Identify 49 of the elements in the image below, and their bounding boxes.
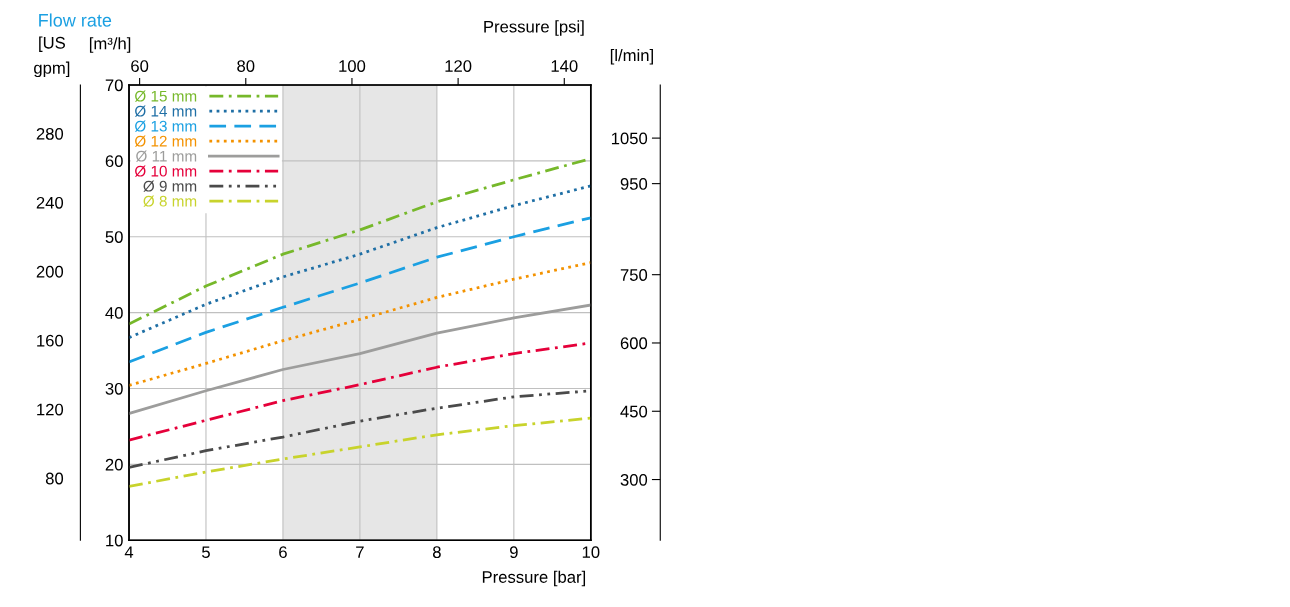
chart-title: Flow rate <box>39 13 112 27</box>
y-tick-label: 70 <box>105 79 123 92</box>
legend-label: Ø 12 mm <box>134 135 197 147</box>
x-axis-title: Pressure [bar] <box>482 570 586 587</box>
y2-tick-label: 160 <box>37 334 64 347</box>
y-tick-label: 40 <box>105 307 123 319</box>
y2-tick-label: 120 <box>37 403 64 416</box>
legend-label: Ø 9 mm <box>143 180 197 192</box>
line-series <box>129 261 591 387</box>
y3-tick-label: 600 <box>620 337 648 350</box>
y3-axis-title: [l/min] <box>610 48 653 65</box>
x-tick-label: 10 <box>582 546 600 559</box>
legend-label: Ø 13 mm <box>134 120 197 132</box>
line-series <box>129 216 591 364</box>
x2-tick-label: 60 <box>131 60 149 72</box>
y3-tick-label: 300 <box>620 473 648 486</box>
line-series <box>129 303 591 415</box>
y2-tick-label: 240 <box>36 196 64 209</box>
legend-label: Ø 8 mm <box>143 195 197 207</box>
x-tick-label: 4 <box>124 546 134 558</box>
y3-tick-label: 950 <box>620 178 648 190</box>
line-series <box>129 416 591 488</box>
y3-tick-label: 450 <box>620 405 648 418</box>
y-tick-label: 50 <box>105 231 123 243</box>
y3-tick-label: 1050 <box>611 132 648 145</box>
y2-axis-title: [US gpm] <box>34 36 70 78</box>
y-tick-label: 10 <box>106 534 123 547</box>
legend-label: Ø 15 mm <box>134 90 197 102</box>
y-tick-label: 20 <box>105 458 123 471</box>
x-tick-label: 7 <box>356 546 364 558</box>
x-tick-label: 9 <box>510 546 518 559</box>
y-axis-title: [m³/h] <box>89 37 131 53</box>
y2-tick-label: 200 <box>36 265 64 278</box>
legend-label: Ø 11 mm <box>136 150 197 162</box>
y-tick-label: 60 <box>105 155 123 168</box>
x-tick-label: 5 <box>202 546 210 559</box>
x2-tick-label: 120 <box>445 60 472 72</box>
x-tick-label: 6 <box>279 546 287 559</box>
x2-tick-label: 80 <box>237 60 255 72</box>
x2-tick-label: 140 <box>551 60 578 72</box>
x-tick-label: 8 <box>432 546 441 559</box>
y-tick-label: 30 <box>105 382 123 395</box>
legend-label: Ø 10 mm <box>134 165 197 177</box>
x2-tick-label: 100 <box>339 60 366 72</box>
legend-label: Ø 14 mm <box>134 105 197 117</box>
y3-tick-label: 750 <box>620 269 648 281</box>
y2-tick-label: 80 <box>45 472 64 485</box>
x2-axis-title: Pressure [psi] <box>484 20 584 36</box>
y2-tick-label: 280 <box>36 127 64 140</box>
